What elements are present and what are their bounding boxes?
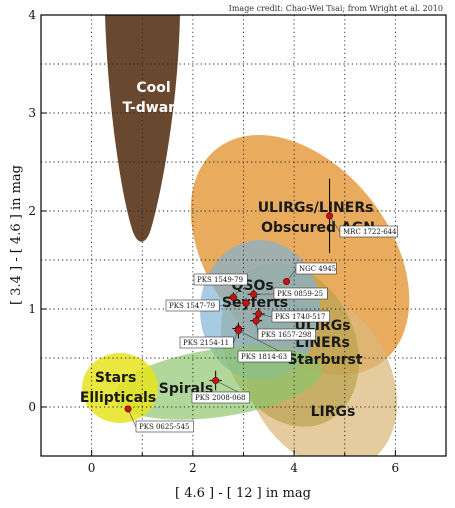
region-labels: Cool T-dwarfs ULIRGs/LINERs Obscured AGN… — [80, 80, 375, 420]
image-credit: Image credit: Chao-Wei Tsai; from Wright… — [229, 4, 443, 13]
label-mrc-1722-644: MRC 1722-644 — [343, 228, 397, 236]
label-lirgs-line1: LIRGs — [311, 404, 356, 420]
label-qsos-seyferts: QSOs Seyferts — [222, 278, 288, 311]
tick-label-x-6: 6 — [392, 461, 400, 475]
leader-pks-1657-298 — [255, 320, 259, 336]
label-pks-2154-11: PKS 2154-11 — [183, 339, 229, 347]
leader-pks-1740-517 — [258, 313, 273, 318]
data-points: MRC 1722-644 NGC 4945 PKS 1549-79 PKS 1547-… — [124, 178, 398, 433]
label-stars-line1: Stars — [95, 370, 136, 386]
label-box-pks-1814-63 — [237, 350, 292, 363]
label-stars-line2: Ellipticals — [80, 390, 156, 406]
label-cool-t-dwarfs-line2: T-dwarfs — [122, 100, 189, 116]
leader-pks-1547-79 — [219, 302, 247, 307]
tick-label-x-2: 2 — [189, 461, 197, 475]
tick-label-y-2: 2 — [28, 204, 36, 218]
leader-pks-0625-545 — [127, 408, 137, 428]
point-pks-2008-068 — [212, 377, 220, 385]
label-box-pks-1740-517 — [271, 310, 330, 323]
label-box-pks-1547-79 — [165, 299, 220, 312]
tick-label-y-3: 3 — [28, 106, 36, 120]
label-box-pks-1549-79 — [193, 273, 248, 286]
label-ngc-4945: NGC 4945 — [299, 265, 336, 273]
label-ulirgs-liners-starburst: ULIRGs LINERs Starburst — [287, 318, 362, 368]
label-box-pks-2154-11 — [179, 336, 234, 349]
label-box-pks-0859-25 — [273, 287, 328, 300]
region-cool-t-dwarfs — [105, 15, 180, 242]
tick-label-y-4: 4 — [28, 8, 36, 22]
label-box-mrc-1722-644 — [339, 225, 398, 238]
label-lirgs: LIRGs — [311, 404, 356, 420]
label-pks-1814-63: PKS 1814-63 — [241, 353, 287, 361]
label-ulirgs2-line3: Starburst — [287, 352, 362, 368]
plot-frame — [40, 14, 447, 457]
label-pks-0859-25: PKS 0859-25 — [277, 290, 323, 298]
region-stars-ellipticals — [82, 353, 158, 423]
label-pks-1549-79: PKS 1549-79 — [197, 276, 243, 284]
x-axis-label: [ 4.6 ] - [ 12 ] in mag — [175, 486, 311, 501]
y-axis-label: [ 3.4 ] - [ 4.6 ] in mag — [9, 165, 24, 305]
leader-mrc-1722-644 — [329, 215, 341, 233]
label-stars-ellipticals: Stars Ellipticals — [80, 370, 156, 406]
label-pks-1657-298: PKS 1657-298 — [261, 331, 312, 339]
label-ulirgs-line1: ULIRGs/LINERs — [258, 200, 374, 216]
label-box-pks-0625-545 — [135, 420, 194, 433]
label-pks-2008-068: PKS 2008-068 — [195, 394, 246, 402]
tick-label-y-0: 0 — [28, 400, 36, 414]
tick-label-x-4: 4 — [290, 461, 298, 475]
label-cool-t-dwarfs-line1: Cool — [136, 80, 170, 96]
label-box-ngc-4945 — [295, 262, 337, 275]
label-pks-1740-517: PKS 1740-517 — [275, 313, 326, 321]
label-box-pks-2008-068 — [191, 391, 250, 404]
regions-layer — [82, 15, 410, 456]
label-pks-1547-79: PKS 1547-79 — [169, 302, 215, 310]
label-cool-t-dwarfs: Cool T-dwarfs — [122, 80, 189, 116]
label-qsos-line2: Seyferts — [222, 295, 288, 311]
label-pks-0625-545: PKS 0625-545 — [139, 423, 190, 431]
tick-label-y-1: 1 — [28, 302, 36, 316]
label-box-pks-1657-298 — [257, 328, 316, 341]
tick-label-x-0: 0 — [88, 461, 96, 475]
point-pks-0625-545 — [124, 405, 132, 413]
leader-ngc-4945 — [286, 268, 297, 282]
